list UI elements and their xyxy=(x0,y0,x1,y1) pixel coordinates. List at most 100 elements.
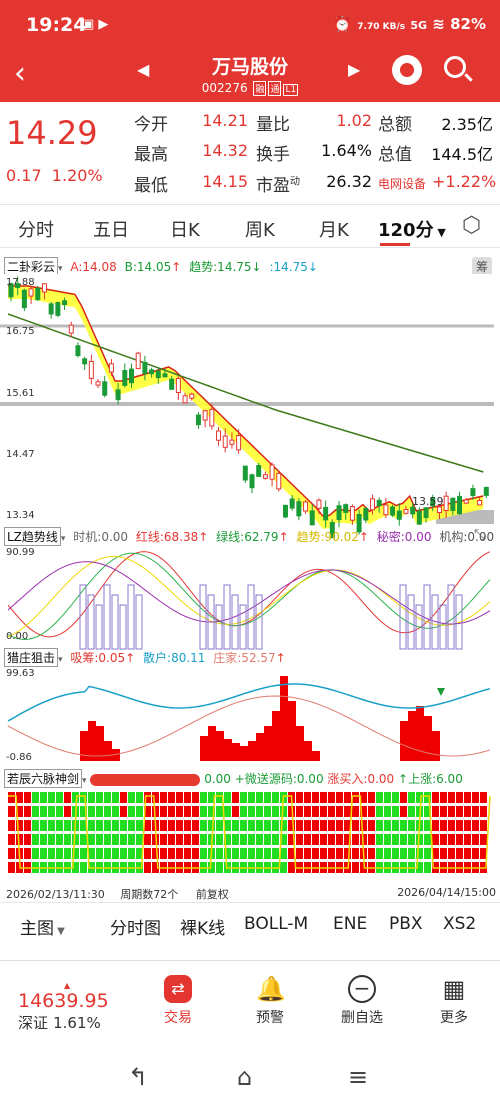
prev-stock-icon[interactable]: ◀ xyxy=(137,60,150,79)
pulse-cell xyxy=(424,848,431,859)
tab-xs2[interactable]: XS2 xyxy=(443,914,477,934)
lz-box xyxy=(103,584,111,650)
home-icon[interactable]: ⌂ xyxy=(237,1063,253,1091)
pulse-cell xyxy=(232,848,239,859)
tab-naked-k[interactable]: 裸K线 xyxy=(180,919,226,939)
pulse-cell xyxy=(288,848,295,859)
chevron-down-icon: ▼ xyxy=(54,926,65,937)
candle-body xyxy=(370,498,375,511)
lz-box xyxy=(79,584,87,650)
tab-daily-k[interactable]: 日K xyxy=(170,220,200,241)
tab-main-chart[interactable]: 主图 ▼ xyxy=(20,914,65,939)
chip-distribution-button[interactable]: 筹 xyxy=(472,257,492,277)
pulse-cell xyxy=(472,806,479,817)
lz-box xyxy=(239,604,247,650)
six-pulse-chart[interactable] xyxy=(0,788,500,880)
search-icon[interactable] xyxy=(444,56,466,78)
candle-body xyxy=(21,289,27,309)
lz-box xyxy=(423,584,431,650)
main-kline-chart[interactable] xyxy=(0,274,500,539)
alarm-icon: ⏰ xyxy=(333,15,353,33)
pulse-cell xyxy=(128,806,135,817)
pulse-cell xyxy=(344,834,351,845)
tab-monthly-k[interactable]: 月K xyxy=(319,220,349,241)
tab-boll-m[interactable]: BOLL-M xyxy=(244,914,309,934)
pulse-cell xyxy=(432,806,439,817)
candle-body xyxy=(483,486,489,496)
label-vol-ratio: 量比 xyxy=(256,115,290,135)
pulse-cell xyxy=(328,820,335,831)
hunt-bar xyxy=(200,736,208,761)
pulse-cell xyxy=(144,820,151,831)
candle-body xyxy=(436,506,442,513)
pulse-cell xyxy=(216,848,223,859)
candle-body xyxy=(323,506,329,521)
robot-icon[interactable] xyxy=(392,55,422,85)
lz-indicator-chart[interactable] xyxy=(0,545,500,652)
pulse-cell xyxy=(88,820,95,831)
expand-icon[interactable]: ⤡ xyxy=(474,527,486,543)
settings-hex-icon[interactable]: ⬡ xyxy=(462,213,482,238)
trade-button[interactable]: ⇄ 交易 xyxy=(143,975,213,1027)
tab-ene[interactable]: ENE xyxy=(333,914,368,934)
pulse-cell xyxy=(232,820,239,831)
red-trend-line xyxy=(8,285,484,517)
pulse-cell xyxy=(360,806,367,817)
lz-indicator-select[interactable]: LZ趋势线 xyxy=(4,527,61,546)
candle-body xyxy=(229,439,235,445)
pulse-cell xyxy=(176,834,183,845)
pulse-cell xyxy=(168,820,175,831)
pulse-cell xyxy=(112,820,119,831)
more-button[interactable]: ▦ 更多 xyxy=(419,975,489,1027)
hunt-indicator-chart[interactable] xyxy=(0,666,500,771)
back-nav-icon[interactable]: ↰ xyxy=(128,1063,149,1091)
remove-watchlist-button[interactable]: − 删自选 xyxy=(327,975,397,1027)
six-indicator-select[interactable]: 若辰六脉神剑 xyxy=(4,769,83,788)
lz-box xyxy=(415,604,423,650)
period-tabs: 分时 五日 日K 周K 月K 120分 ▼ ⬡ xyxy=(0,204,500,248)
pulse-cell xyxy=(480,834,487,845)
label-amount: 总额 xyxy=(378,115,412,135)
back-icon[interactable]: ‹ xyxy=(14,56,26,91)
chevron-down-icon: ▾ xyxy=(58,264,63,274)
candle-body xyxy=(343,504,349,513)
pulse-cell xyxy=(448,820,455,831)
hunt-indicator-select[interactable]: 猎庄狙击 xyxy=(4,648,59,667)
pulse-cell xyxy=(424,806,431,817)
alert-button[interactable]: 🔔 预警 xyxy=(235,975,305,1027)
pulse-cell xyxy=(272,820,279,831)
pulse-cell xyxy=(224,820,231,831)
pulse-cell xyxy=(408,820,415,831)
pulse-cell xyxy=(336,820,343,831)
pulse-cell xyxy=(400,848,407,859)
tab-pbx[interactable]: PBX xyxy=(389,914,423,934)
pulse-cell xyxy=(416,848,423,859)
candle-body xyxy=(216,430,222,441)
tab-timeshare[interactable]: 分时图 xyxy=(110,919,161,939)
pulse-cell xyxy=(256,806,263,817)
pulse-cell xyxy=(120,820,127,831)
recents-icon[interactable]: ≡ xyxy=(348,1063,369,1091)
candle-body xyxy=(222,435,228,448)
retail-line xyxy=(7,683,491,722)
sector-link[interactable]: 电网设备 xyxy=(378,177,427,191)
value-market-cap: 144.5亿 xyxy=(431,145,493,164)
pulse-cell xyxy=(480,848,487,859)
tab-five-day[interactable]: 五日 xyxy=(93,220,129,241)
hunt-bar xyxy=(80,731,88,761)
tab-intraday[interactable]: 分时 xyxy=(18,220,54,241)
tab-120min[interactable]: 120分 ▼ xyxy=(378,216,446,242)
hunt-bar xyxy=(248,741,256,761)
index-summary[interactable]: ▲ 14639.95 深证 1.61% xyxy=(18,981,109,1033)
pulse-cell xyxy=(200,848,207,859)
pulse-cell xyxy=(144,834,151,845)
hunt-bar xyxy=(96,726,104,761)
candle-body xyxy=(423,507,429,519)
lz-box xyxy=(127,584,135,650)
candle-body xyxy=(149,369,155,375)
lz-y-bottom: 0.00 xyxy=(6,631,29,642)
tab-weekly-k[interactable]: 周K xyxy=(245,220,275,241)
next-stock-icon[interactable]: ▶ xyxy=(348,60,361,79)
pulse-cell xyxy=(24,848,31,859)
pulse-cell xyxy=(272,792,279,803)
